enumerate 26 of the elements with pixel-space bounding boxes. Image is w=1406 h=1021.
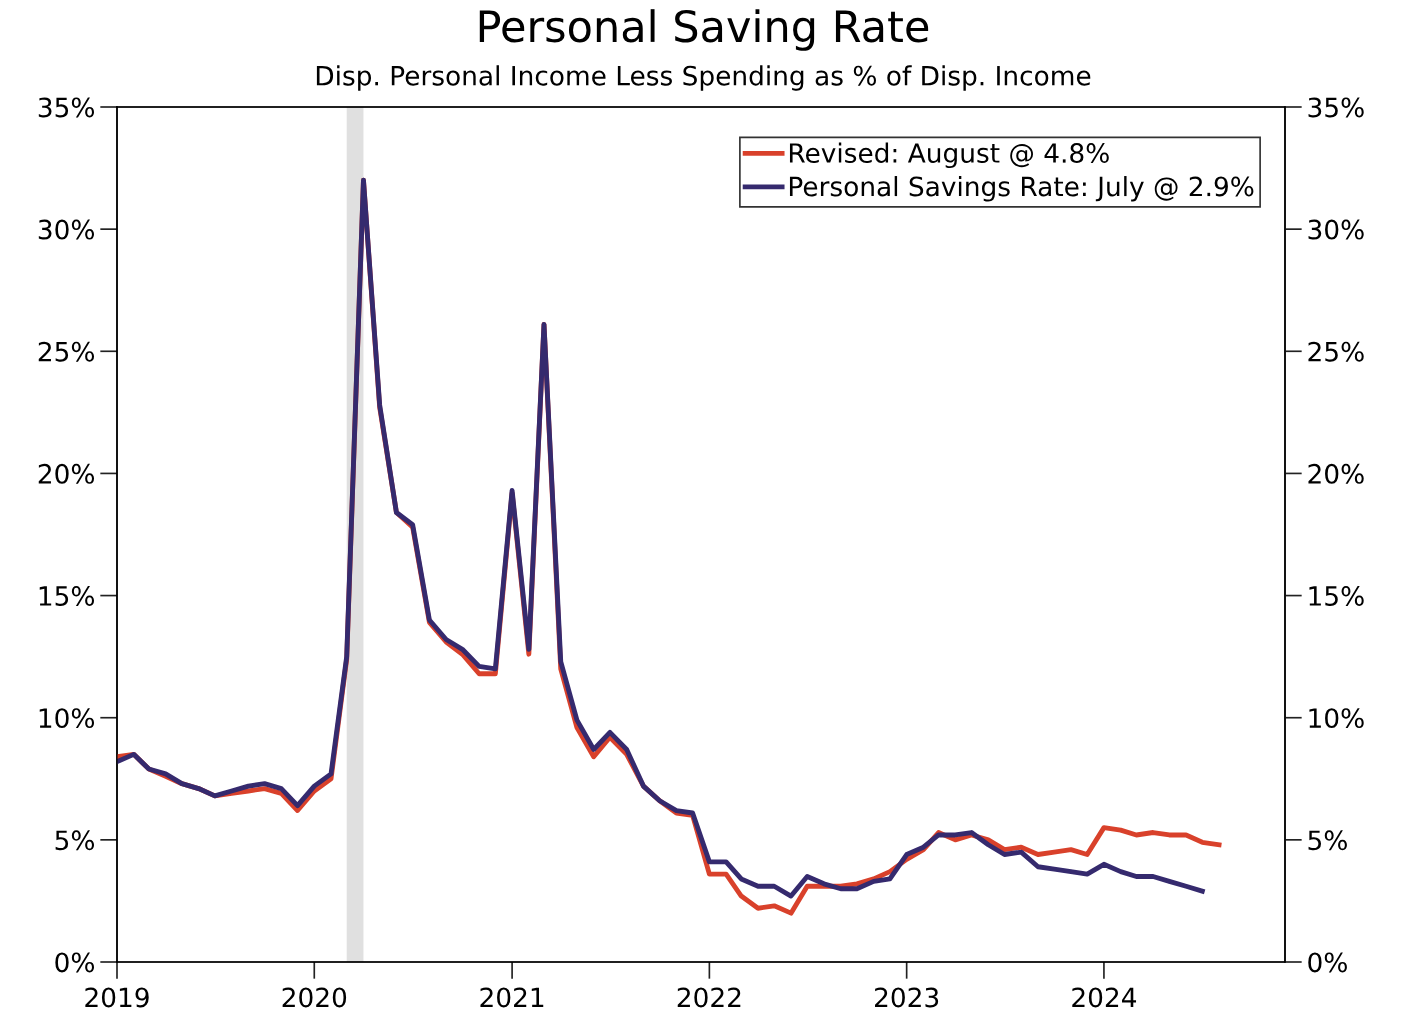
- y2-tick-label: 15%: [1309, 586, 1364, 606]
- legend-label: Revised: August @ 4.8%: [789, 142, 1109, 169]
- y2-tick-label: 5%: [1308, 830, 1347, 851]
- y-tick-label: 30%: [38, 219, 95, 240]
- chart-title: Personal Saving Rate: [479, 9, 929, 51]
- x-tick-label: 2020: [282, 987, 347, 1008]
- x-tick-label: 2022: [677, 987, 741, 1008]
- y2-tick-label: 30%: [1308, 219, 1364, 240]
- chart-subtitle: Disp. Personal Income Less Spending as % of Disp. Income: [316, 65, 1091, 91]
- y-tick-label: 35%: [38, 97, 95, 118]
- y2-tick-label: 20%: [1308, 463, 1364, 484]
- y-tick-label: 0%: [55, 952, 95, 973]
- x-tick-label: 2019: [85, 987, 149, 1008]
- x-tick-label: 2023: [875, 987, 939, 1008]
- y-tick-label: 15%: [39, 586, 95, 606]
- y-tick-label: 20%: [38, 463, 95, 484]
- legend-label: Personal Savings Rate: July @ 2.9%: [789, 176, 1254, 202]
- x-tick-label: 2021: [480, 987, 544, 1008]
- y2-tick-label: 25%: [1308, 341, 1364, 362]
- x-tick-label: 2024: [1072, 987, 1137, 1008]
- y-tick-label: 25%: [38, 341, 95, 362]
- y2-tick-label: 0%: [1308, 952, 1347, 973]
- y2-tick-label: 10%: [1309, 708, 1364, 729]
- y-tick-label: 5%: [55, 830, 95, 851]
- y-tick-label: 10%: [39, 708, 95, 729]
- y2-tick-label: 35%: [1308, 97, 1364, 118]
